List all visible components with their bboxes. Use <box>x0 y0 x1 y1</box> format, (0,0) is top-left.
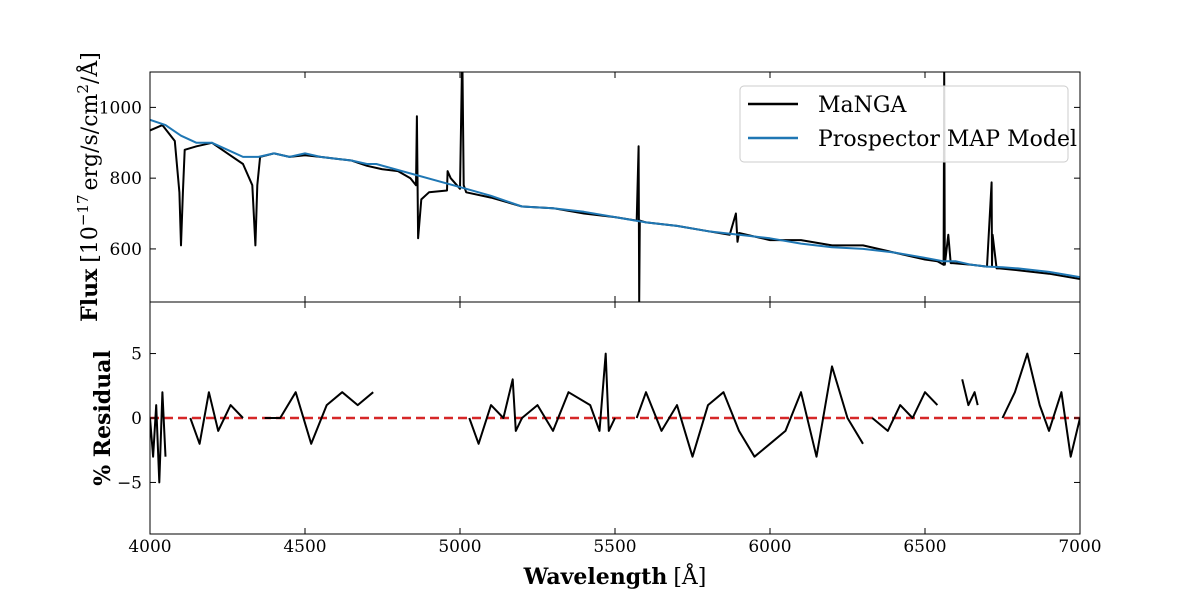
flux-series-group <box>150 72 1080 302</box>
x-tick-label: 4000 <box>128 537 171 557</box>
flux-label-unit-prefix: [10 <box>78 226 103 263</box>
x-tick-label: 6000 <box>748 537 791 557</box>
legend-label-manga: MaNGA <box>818 93 907 118</box>
flux-label-bold: Flux <box>77 268 103 322</box>
legend: MaNGA Prospector MAP Model <box>739 85 1077 163</box>
flux-label-unit-mid: erg/s/cm <box>78 93 103 190</box>
x-tick-label: 5500 <box>593 537 636 557</box>
wavelength-label-bold: Wavelength <box>523 564 668 590</box>
legend-label-model: Prospector MAP Model <box>818 127 1077 152</box>
y-tick-label: 600 <box>110 240 142 260</box>
residual-series-group <box>150 352 1080 484</box>
x-tick-label: 5000 <box>438 537 481 557</box>
wavelength-axis-label: Wavelength [Å] <box>523 562 707 590</box>
x-tick-label: 7000 <box>1058 537 1101 557</box>
flux-label-unit-suffix: /Å] <box>75 52 103 84</box>
manga-spectrum-line <box>150 72 1080 302</box>
residual-segment <box>961 379 979 407</box>
y-tick-label: 800 <box>110 169 142 189</box>
y-tick-label: 0 <box>131 409 142 429</box>
residual-segment <box>264 391 374 445</box>
model-spectrum-line <box>150 118 1080 279</box>
residual-axis-label: % Residual <box>90 350 116 486</box>
residual-segment <box>871 391 939 432</box>
axis-labels: Flux [10−17 erg/s/cm2/Å] % Residual Waveleng… <box>74 52 706 590</box>
y-tick-label: 5 <box>131 345 142 365</box>
legend-box <box>739 85 1069 163</box>
flux-label-exponent: −17 <box>74 195 92 227</box>
residual-segment <box>189 391 244 445</box>
residual-segment <box>150 391 167 484</box>
wavelength-label-unit: [Å] <box>673 562 706 590</box>
flux-axis-label: Flux [10−17 erg/s/cm2/Å] <box>74 52 103 322</box>
residual-segment <box>1001 352 1080 458</box>
y-tick-label: −5 <box>117 473 142 493</box>
residual-segment <box>468 352 616 445</box>
x-tick-label: 6500 <box>903 537 946 557</box>
flux-label-square: 2 <box>74 84 92 94</box>
y-tick-label: 1000 <box>99 98 142 118</box>
x-tick-label: 4500 <box>283 537 326 557</box>
residual-panel: 4000 4500 5000 5500 6000 6500 7000 −5 0 5 <box>117 301 1102 557</box>
residual-segment <box>635 365 864 458</box>
